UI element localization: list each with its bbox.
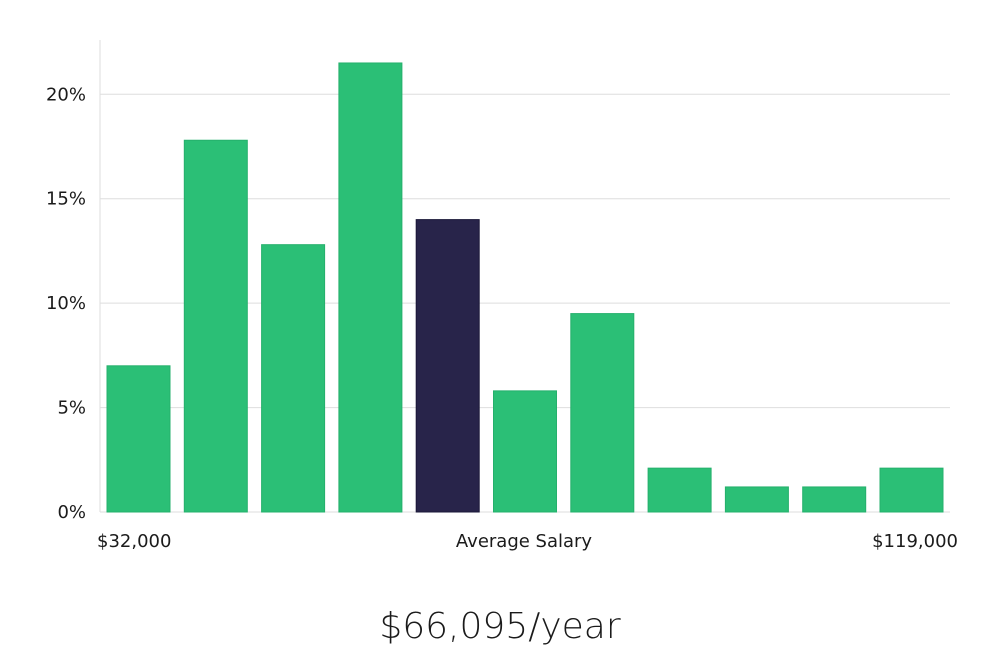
bar bbox=[338, 62, 403, 513]
y-tick-labels: 0% 5% 10% 15% 20% bbox=[46, 84, 86, 523]
y-tick-label: 5% bbox=[57, 398, 86, 419]
y-tick-label: 20% bbox=[46, 84, 86, 105]
y-tick-label: 0% bbox=[57, 502, 86, 523]
x-axis-title: Average Salary bbox=[456, 531, 593, 552]
y-tick-label: 15% bbox=[46, 189, 86, 210]
bar bbox=[183, 139, 248, 513]
average-salary-value: $66,095/year bbox=[379, 606, 621, 647]
bar-layer bbox=[106, 62, 944, 513]
bar bbox=[879, 467, 944, 513]
bar bbox=[724, 486, 789, 513]
bar bbox=[261, 244, 326, 513]
bar bbox=[570, 313, 635, 513]
bar-average-salary bbox=[415, 219, 480, 513]
bar bbox=[106, 365, 171, 513]
bar bbox=[647, 467, 712, 513]
y-tick-label: 10% bbox=[46, 293, 86, 314]
bar bbox=[493, 390, 557, 513]
x-min-label: $32,000 bbox=[97, 531, 171, 552]
bar bbox=[802, 486, 867, 513]
x-max-label: $119,000 bbox=[872, 531, 958, 552]
